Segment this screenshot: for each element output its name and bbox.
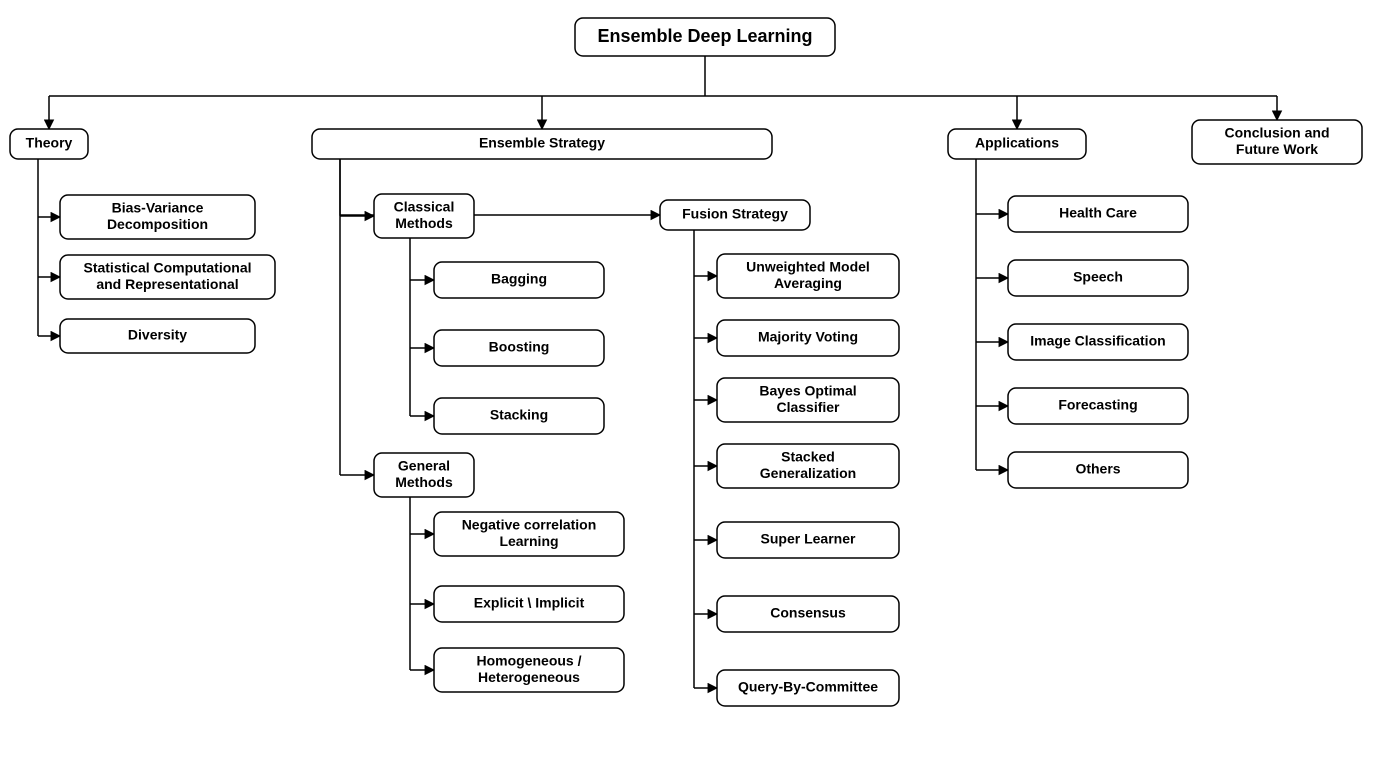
node-label: Applications: [975, 135, 1059, 151]
node-label: Stacking: [490, 407, 548, 423]
node-label: Conclusion and: [1225, 125, 1330, 141]
ensemble-deep-learning-tree: Ensemble Deep Learning Theory Ensemble Str…: [0, 0, 1393, 777]
node-cm_stack: Stacking: [434, 398, 604, 434]
node-label: Statistical Computational: [83, 260, 251, 276]
node-a_fc: Forecasting: [1008, 388, 1188, 424]
node-label: Bagging: [491, 271, 547, 287]
node-fs_boc: Bayes OptimalClassifier: [717, 378, 899, 422]
node-fs_sl: Super Learner: [717, 522, 899, 558]
node-a_ic: Image Classification: [1008, 324, 1188, 360]
node-label: Unweighted Model: [746, 259, 870, 275]
node-label: Theory: [26, 135, 73, 151]
node-label: Super Learner: [761, 531, 856, 547]
node-label: Negative correlation: [462, 517, 597, 533]
node-label: Explicit \ Implicit: [474, 595, 585, 611]
node-label: Learning: [499, 533, 558, 549]
node-gm_ei: Explicit \ Implicit: [434, 586, 624, 622]
node-fs_mv: Majority Voting: [717, 320, 899, 356]
node-root: Ensemble Deep Learning: [575, 18, 835, 56]
node-a_sp: Speech: [1008, 260, 1188, 296]
node-strategy: Ensemble Strategy: [312, 129, 772, 159]
node-gm_ncl: Negative correlationLearning: [434, 512, 624, 556]
node-label: Bayes Optimal: [759, 383, 856, 399]
node-es_gen: GeneralMethods: [374, 453, 474, 497]
node-label: Homogeneous /: [476, 653, 581, 669]
node-fs_sg: StackedGeneralization: [717, 444, 899, 488]
node-label: Future Work: [1236, 141, 1318, 157]
node-label: Bias-Variance: [112, 200, 204, 216]
node-label: Others: [1075, 461, 1120, 477]
node-t_div: Diversity: [60, 319, 255, 353]
node-fs_qbc: Query-By-Committee: [717, 670, 899, 706]
node-t_bvd: Bias-VarianceDecomposition: [60, 195, 255, 239]
node-label: Ensemble Strategy: [479, 135, 605, 151]
node-label: Health Care: [1059, 205, 1137, 221]
node-t_scr: Statistical Computationaland Representat…: [60, 255, 275, 299]
node-es_class: ClassicalMethods: [374, 194, 474, 238]
node-label: and Representational: [96, 276, 238, 292]
node-concl: Conclusion andFuture Work: [1192, 120, 1362, 164]
node-gm_hh: Homogeneous / Heterogeneous: [434, 648, 624, 692]
node-label: Consensus: [770, 605, 846, 621]
node-fs_con: Consensus: [717, 596, 899, 632]
node-a_ot: Others: [1008, 452, 1188, 488]
node-label: Decomposition: [107, 216, 208, 232]
node-label: General: [398, 458, 450, 474]
node-label: Stacked: [781, 449, 835, 465]
node-label: Classifier: [776, 399, 840, 415]
node-label: Ensemble Deep Learning: [597, 26, 812, 46]
node-label: Image Classification: [1030, 333, 1165, 349]
node-label: Classical: [394, 199, 455, 215]
node-label: Boosting: [489, 339, 550, 355]
node-label: Query-By-Committee: [738, 679, 878, 695]
node-fs_uma: Unweighted ModelAveraging: [717, 254, 899, 298]
node-apps: Applications: [948, 129, 1086, 159]
node-label: Fusion Strategy: [682, 206, 788, 222]
node-label: Majority Voting: [758, 329, 858, 345]
node-cm_bag: Bagging: [434, 262, 604, 298]
node-label: Diversity: [128, 327, 187, 343]
node-label: Generalization: [760, 465, 856, 481]
node-es_fusion: Fusion Strategy: [660, 200, 810, 230]
node-label: Heterogeneous: [478, 669, 580, 685]
node-label: Methods: [395, 215, 453, 231]
node-label: Averaging: [774, 275, 842, 291]
node-cm_boost: Boosting: [434, 330, 604, 366]
node-label: Speech: [1073, 269, 1123, 285]
node-label: Forecasting: [1058, 397, 1137, 413]
node-label: Methods: [395, 474, 453, 490]
node-theory: Theory: [10, 129, 88, 159]
node-a_hc: Health Care: [1008, 196, 1188, 232]
